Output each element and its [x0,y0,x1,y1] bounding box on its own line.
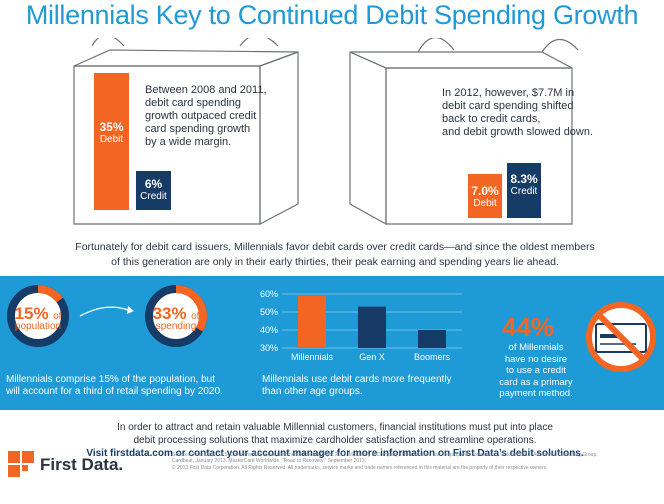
no-credit-line: of Millennials [508,342,564,353]
page-title: Millennials Key to Continued Debit Spend… [25,0,639,30]
shopping-bag-left [64,38,310,230]
no-credit-line: payment method. [499,388,573,399]
population-caption: Millennials comprise 15% of the populati… [6,374,256,398]
spending-ring-pct: 33% [152,304,187,323]
population-ring: 15% of population [6,284,70,348]
sources: Sources: First Data, “U.S. Consumer Univ… [172,452,658,471]
bag-left-line: growth outpaced credit [145,110,257,122]
bottom-line: In order to attract and retain valuable … [117,422,553,433]
bottom-paragraph: In order to attract and retain valuable … [40,421,630,460]
bar-right-credit-value: 8.3% [510,172,538,186]
first-data-logo-text: First Data. [40,455,124,474]
chart-caption: Millennials use debit cards more frequen… [262,374,472,398]
first-data-logo-icon [8,451,34,477]
spending-ring-text: 33% of [144,304,208,324]
population-ring-label: population [14,321,62,332]
sources-line: Sources: First Data, “U.S. Consumer Univ… [172,452,598,458]
intro-line: Fortunately for debit card issuers, Mill… [75,241,595,253]
sources-line: © 2013 First Data Corporation. All Right… [172,464,548,471]
bag-right-text: In 2012, however, $7.7M in debit card sp… [442,87,602,139]
bag-right-line: and debit growth slowed down. [442,126,594,138]
bag-left-line: debit card spending [145,97,242,109]
bar-left-debit: 35% Debit [94,73,129,210]
population-caption-line: Millennials comprise 15% of the populati… [6,374,216,385]
bag-right-line: back to credit cards, [442,113,541,125]
age-group-chart: 60% 50% 40% 30% Millennials Gen X Boomers [260,290,462,362]
bar-left-debit-value: 35% [99,120,124,134]
x-tick-label: Boomers [414,352,451,362]
call-to-action-link[interactable]: Visit firstdata.com or contact your acco… [86,448,584,459]
bar-left-credit: 6% Credit [136,171,171,210]
population-ring-of: of [53,311,62,322]
spending-ring-of: of [191,311,200,322]
bag-left-text: Between 2008 and 2011, debit card spendi… [145,84,285,149]
bar-right-credit: 8.3% Credit [507,163,541,218]
shopping-bag-right [344,38,604,230]
chart-caption-line: than other age groups. [262,386,363,397]
arrow-icon [79,306,134,317]
sources-line: Cardbeat, January 2013. MasterCard World… [172,458,367,465]
chart-caption-line: Millennials use debit cards more frequen… [262,374,452,385]
y-tick-label: 50% [260,307,278,317]
bar-right-credit-label: Credit [510,186,538,197]
no-credit-line: card as a primary [499,376,573,388]
bag-left-line: card spending growth [145,123,251,135]
y-tick-label: 60% [260,290,278,299]
intro-line: of this generation are only in their ear… [111,256,559,268]
bar-gen-x [358,306,386,348]
stats-band: 15% of population 33% of spending Millen… [0,276,664,410]
bar-boomers [418,330,446,348]
x-tick-label: Gen X [359,352,385,362]
bar-left-credit-value: 6% [144,177,163,191]
bag-right-line: In 2012, however, $7.7M in [442,87,575,99]
population-ring-pct: 15% [14,304,49,323]
no-credit-card-icon [586,302,656,372]
bag-left-line: Between 2008 and 2011, [145,84,267,96]
bar-right-debit: 7.0% Debit [468,174,502,218]
bar-left-credit-label: Credit [140,191,167,202]
shopping-bag-right-icon [349,38,579,226]
bar-right-debit-value: 7.0% [471,184,499,198]
spending-ring-label: spending [155,321,197,332]
shopping-bag-left-icon [73,38,299,225]
no-credit-line: have no desire [504,353,568,365]
population-caption-line: will account for a third of retail spend… [6,386,223,397]
bag-right-line: debit card spending shifted [442,100,574,112]
intro-paragraph: Fortunately for debit card issuers, Mill… [40,240,630,270]
population-ring-text: 15% of [6,304,70,324]
no-credit-pct: 44% [502,312,555,342]
bag-left-line: by a wide margin. [145,136,232,148]
bar-right-debit-label: Debit [473,198,497,209]
no-credit-desc: of Millennials have no desire to use a c… [490,342,582,400]
bottom-line: debit processing solutions that maximize… [133,435,537,446]
y-tick-label: 40% [260,325,278,335]
no-credit-line: to use a credit [506,365,566,376]
population-ring-icon [7,284,69,347]
spending-ring: 33% of spending [144,284,208,348]
spending-ring-icon [145,285,207,347]
bar-millennials [298,295,326,348]
x-tick-label: Millennials [291,352,334,362]
bar-left-debit-label: Debit [99,134,124,145]
y-tick-label: 30% [260,343,278,353]
